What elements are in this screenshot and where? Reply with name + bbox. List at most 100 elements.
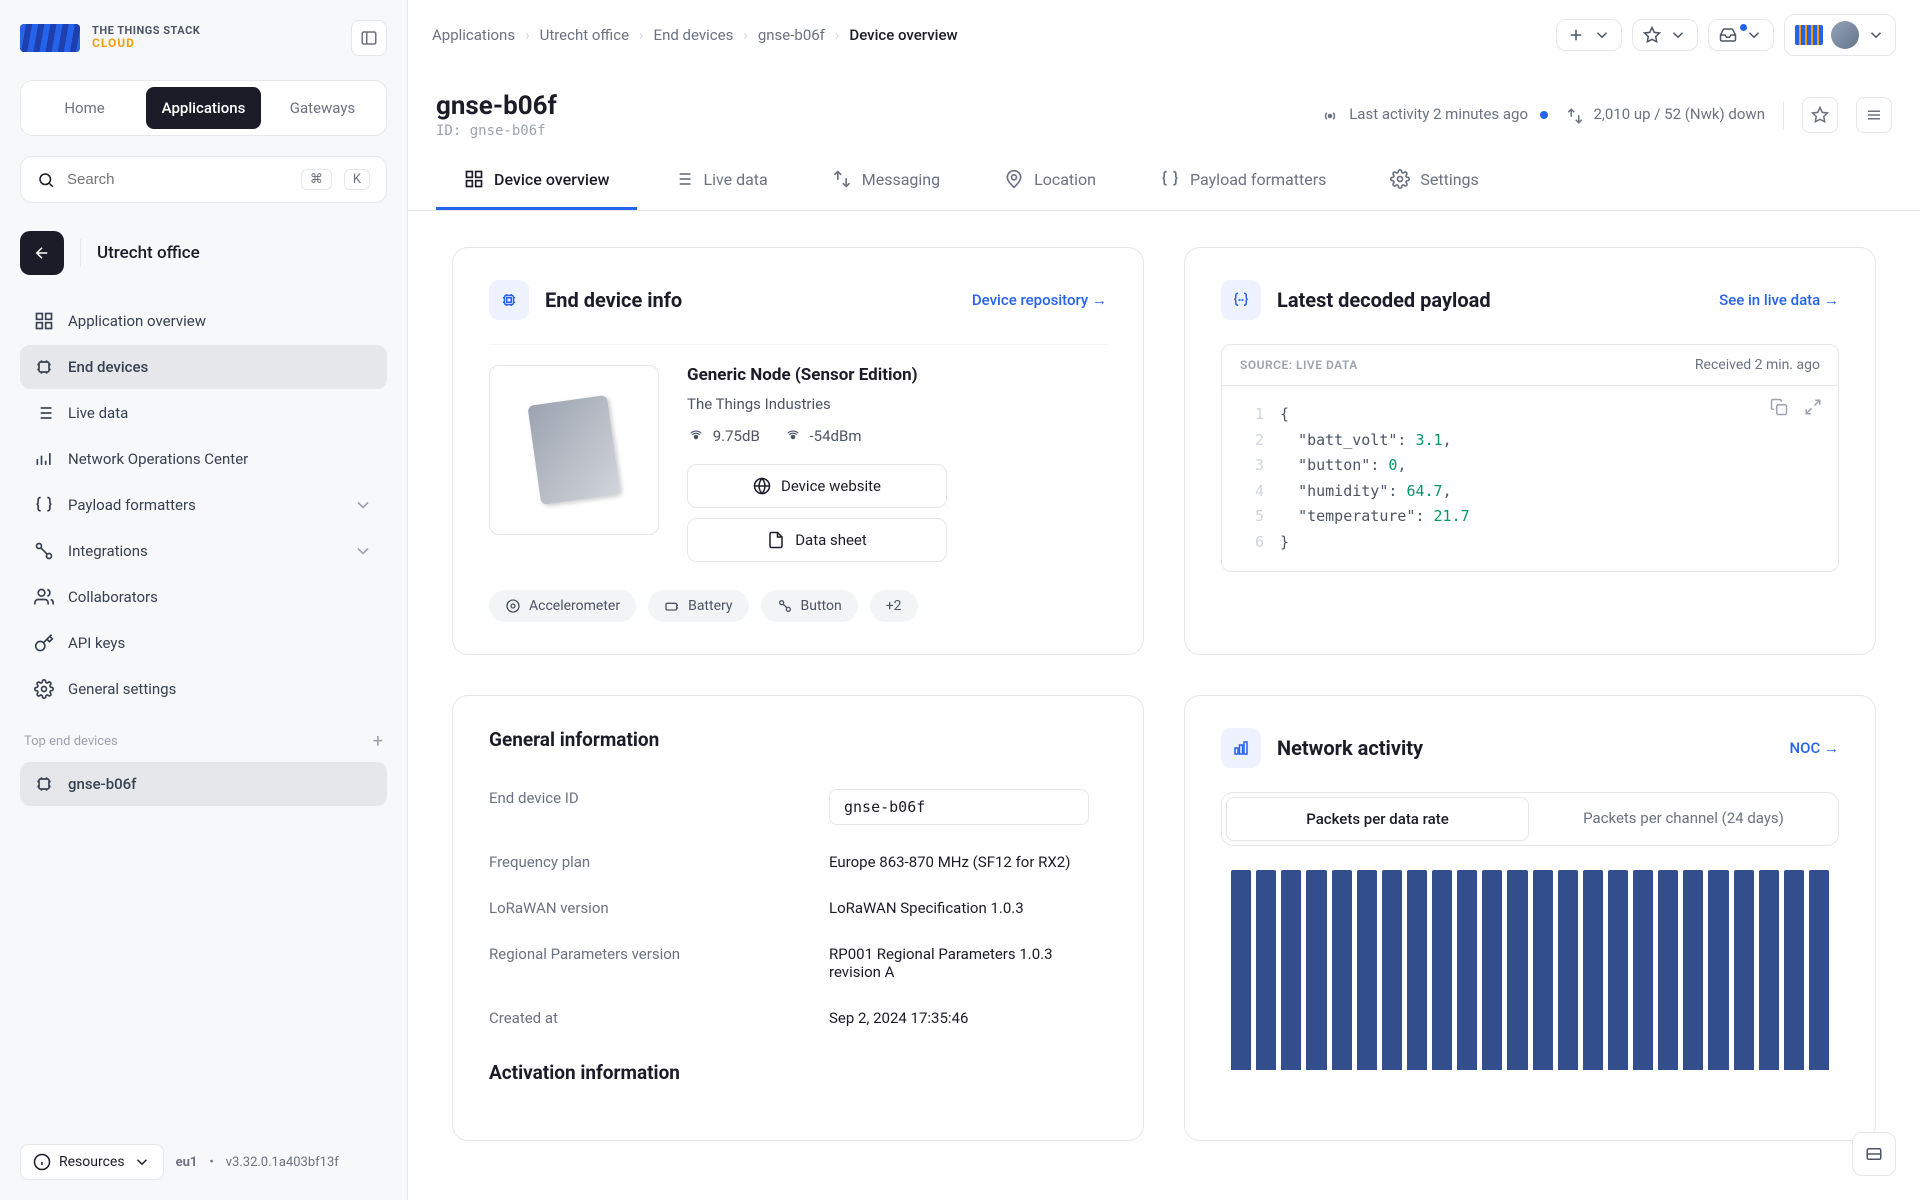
device-tag: Accelerometer bbox=[489, 590, 636, 622]
brand-logo[interactable]: THE THINGS STACK CLOUD bbox=[20, 24, 200, 52]
tag-icon bbox=[777, 598, 793, 614]
device-model-name: Generic Node (Sensor Edition) bbox=[687, 365, 1107, 385]
device-website-button[interactable]: Device website bbox=[687, 464, 947, 508]
favorite-button[interactable] bbox=[1802, 97, 1838, 133]
rssi-value: -54dBm bbox=[784, 427, 862, 446]
back-button[interactable] bbox=[20, 231, 64, 275]
chart-bar bbox=[1256, 870, 1276, 1070]
kbd-cmd: ⌘ bbox=[301, 169, 332, 190]
signal-icon bbox=[784, 428, 802, 446]
payload-timestamp: Received 2 min. ago bbox=[1695, 357, 1820, 373]
sidebar-item-label: gnse-b06f bbox=[68, 775, 136, 793]
tab-live-data[interactable]: Live data bbox=[645, 151, 795, 210]
general-info-title: General information bbox=[489, 728, 1107, 751]
add-menu-button[interactable] bbox=[1556, 19, 1622, 51]
nav-icon bbox=[34, 541, 54, 561]
device-repo-link[interactable]: Device repository → bbox=[972, 291, 1107, 309]
sidebar-item-label: Live data bbox=[68, 404, 128, 422]
logo-icon bbox=[20, 24, 80, 52]
sidebar-item-integrations[interactable]: Integrations bbox=[20, 529, 387, 573]
add-top-device-button[interactable]: + bbox=[373, 731, 383, 752]
breadcrumb-item[interactable]: End devices bbox=[654, 26, 734, 44]
page-title: gnse-b06f bbox=[436, 91, 1301, 121]
resources-button[interactable]: Resources bbox=[20, 1144, 164, 1180]
info-row: Frequency planEurope 863-870 MHz (SF12 f… bbox=[489, 839, 1107, 885]
tab-payload-formatters[interactable]: Payload formatters bbox=[1132, 151, 1354, 210]
tab-icon bbox=[1390, 169, 1410, 189]
sidebar-item-label: Collaborators bbox=[68, 588, 158, 606]
chevron-down-icon bbox=[133, 1153, 151, 1171]
sidebar-item-collaborators[interactable]: Collaborators bbox=[20, 575, 387, 619]
breadcrumb-item[interactable]: Utrecht office bbox=[540, 26, 629, 44]
device-tag: Button bbox=[761, 590, 858, 622]
sidebar-item-live-data[interactable]: Live data bbox=[20, 391, 387, 435]
activation-info-title: Activation information bbox=[489, 1061, 1107, 1084]
star-icon bbox=[1811, 106, 1829, 124]
card-title: Network activity bbox=[1277, 736, 1423, 760]
feedback-button[interactable] bbox=[1852, 1132, 1896, 1176]
chart-bar bbox=[1457, 870, 1477, 1070]
last-activity: Last activity 2 minutes ago bbox=[1321, 105, 1547, 124]
datasheet-button[interactable]: Data sheet bbox=[687, 518, 947, 562]
star-icon bbox=[1643, 26, 1661, 44]
packets-chart bbox=[1221, 870, 1839, 1070]
noc-link[interactable]: NOC → bbox=[1790, 739, 1840, 757]
topnav-tab-applications[interactable]: Applications bbox=[146, 87, 261, 129]
breadcrumb-item: Device overview bbox=[849, 26, 957, 44]
bars-icon bbox=[1221, 728, 1261, 768]
sidebar-item-label: Integrations bbox=[68, 542, 148, 560]
tab-location[interactable]: Location bbox=[976, 151, 1124, 210]
search-input[interactable] bbox=[67, 171, 289, 188]
arrow-left-icon bbox=[33, 244, 51, 262]
info-row: End device IDgnse-b06f bbox=[489, 775, 1107, 839]
sidebar-item-application-overview[interactable]: Application overview bbox=[20, 299, 387, 343]
top-nav-tabs: HomeApplicationsGateways bbox=[20, 80, 387, 136]
avatar bbox=[1831, 21, 1859, 49]
nav-icon bbox=[34, 587, 54, 607]
nav-icon bbox=[34, 311, 54, 331]
segment-tab[interactable]: Packets per channel (24 days) bbox=[1533, 797, 1834, 841]
expand-button[interactable] bbox=[1804, 398, 1822, 425]
chart-bar bbox=[1583, 870, 1603, 1070]
inbox-menu-button[interactable] bbox=[1708, 19, 1774, 51]
topnav-tab-home[interactable]: Home bbox=[27, 87, 142, 129]
chevron-down-icon bbox=[353, 541, 373, 561]
live-data-link[interactable]: See in live data → bbox=[1719, 291, 1839, 309]
sidebar-item-general-settings[interactable]: General settings bbox=[20, 667, 387, 711]
top-device-item[interactable]: gnse-b06f bbox=[20, 762, 387, 806]
info-value: Sep 2, 2024 17:35:46 bbox=[829, 1009, 1107, 1027]
info-value: RP001 Regional Parameters 1.0.3 revision… bbox=[829, 945, 1107, 981]
card-title: End device info bbox=[545, 288, 682, 312]
code-line: 2 "batt_volt": 3.1, bbox=[1240, 428, 1820, 454]
user-menu-button[interactable] bbox=[1784, 14, 1896, 56]
tab-settings[interactable]: Settings bbox=[1362, 151, 1506, 210]
copy-button[interactable] bbox=[1770, 398, 1788, 425]
star-menu-button[interactable] bbox=[1632, 19, 1698, 51]
org-logo-icon bbox=[1795, 25, 1823, 45]
chart-bar bbox=[1533, 870, 1553, 1070]
search-box[interactable]: ⌘ K bbox=[20, 156, 387, 203]
copy-icon bbox=[1770, 398, 1788, 416]
more-menu-button[interactable] bbox=[1856, 97, 1892, 133]
context-title: Utrecht office bbox=[97, 243, 200, 263]
device-tag-more[interactable]: +2 bbox=[870, 590, 918, 622]
sidebar-item-api-keys[interactable]: API keys bbox=[20, 621, 387, 665]
breadcrumb-item[interactable]: gnse-b06f bbox=[758, 26, 825, 44]
code-line: 6} bbox=[1240, 530, 1820, 556]
chart-bar bbox=[1734, 870, 1754, 1070]
breadcrumb-item[interactable]: Applications bbox=[432, 26, 515, 44]
code-line: 4 "humidity": 64.7, bbox=[1240, 479, 1820, 505]
segment-tab[interactable]: Packets per data rate bbox=[1226, 797, 1529, 841]
topnav-tab-gateways[interactable]: Gateways bbox=[265, 87, 380, 129]
payload-card: Latest decoded payload See in live data … bbox=[1184, 247, 1876, 655]
sidebar-item-end-devices[interactable]: End devices bbox=[20, 345, 387, 389]
sidebar-item-payload-formatters[interactable]: Payload formatters bbox=[20, 483, 387, 527]
code-line: 1{ bbox=[1240, 402, 1820, 428]
chart-bar bbox=[1231, 870, 1251, 1070]
tab-messaging[interactable]: Messaging bbox=[804, 151, 968, 210]
sidebar-item-network-operations-center[interactable]: Network Operations Center bbox=[20, 437, 387, 481]
collapse-sidebar-button[interactable] bbox=[351, 20, 387, 56]
card-title: Latest decoded payload bbox=[1277, 288, 1491, 312]
tab-device-overview[interactable]: Device overview bbox=[436, 151, 637, 210]
nav-icon bbox=[34, 357, 54, 377]
